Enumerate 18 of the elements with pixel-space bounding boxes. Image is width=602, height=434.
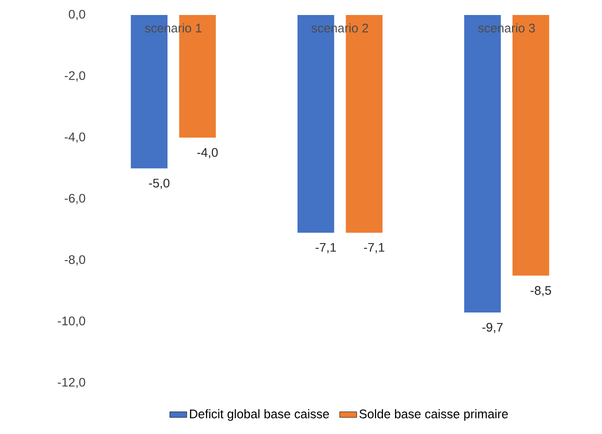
x-tick-label: scenario 1: [144, 23, 202, 32]
data-label: -9,7: [482, 322, 503, 334]
y-tick-label: -4,0: [64, 132, 86, 143]
data-label: -4,0: [197, 148, 218, 158]
x-tick-label: scenario 3: [478, 23, 535, 32]
data-label: -7,1: [364, 243, 384, 254]
data-label: -8,5: [530, 286, 552, 296]
y-tick-label: -10,0: [58, 316, 86, 327]
y-tick-label: -8,0: [64, 255, 86, 266]
y-tick-label: -2,0: [64, 71, 86, 82]
y-tick-label: 0,0: [68, 10, 86, 20]
y-tick-label: -12,0: [58, 378, 86, 388]
legend-label: Deficit global base caisse: [190, 409, 329, 421]
data-label: -5,0: [148, 178, 170, 189]
legend-label: Solde base caisse primaire: [359, 409, 508, 421]
x-tick-label: scenario 2: [312, 23, 368, 32]
y-tick-label: -6,0: [64, 194, 86, 204]
data-label: -7,1: [316, 243, 336, 254]
